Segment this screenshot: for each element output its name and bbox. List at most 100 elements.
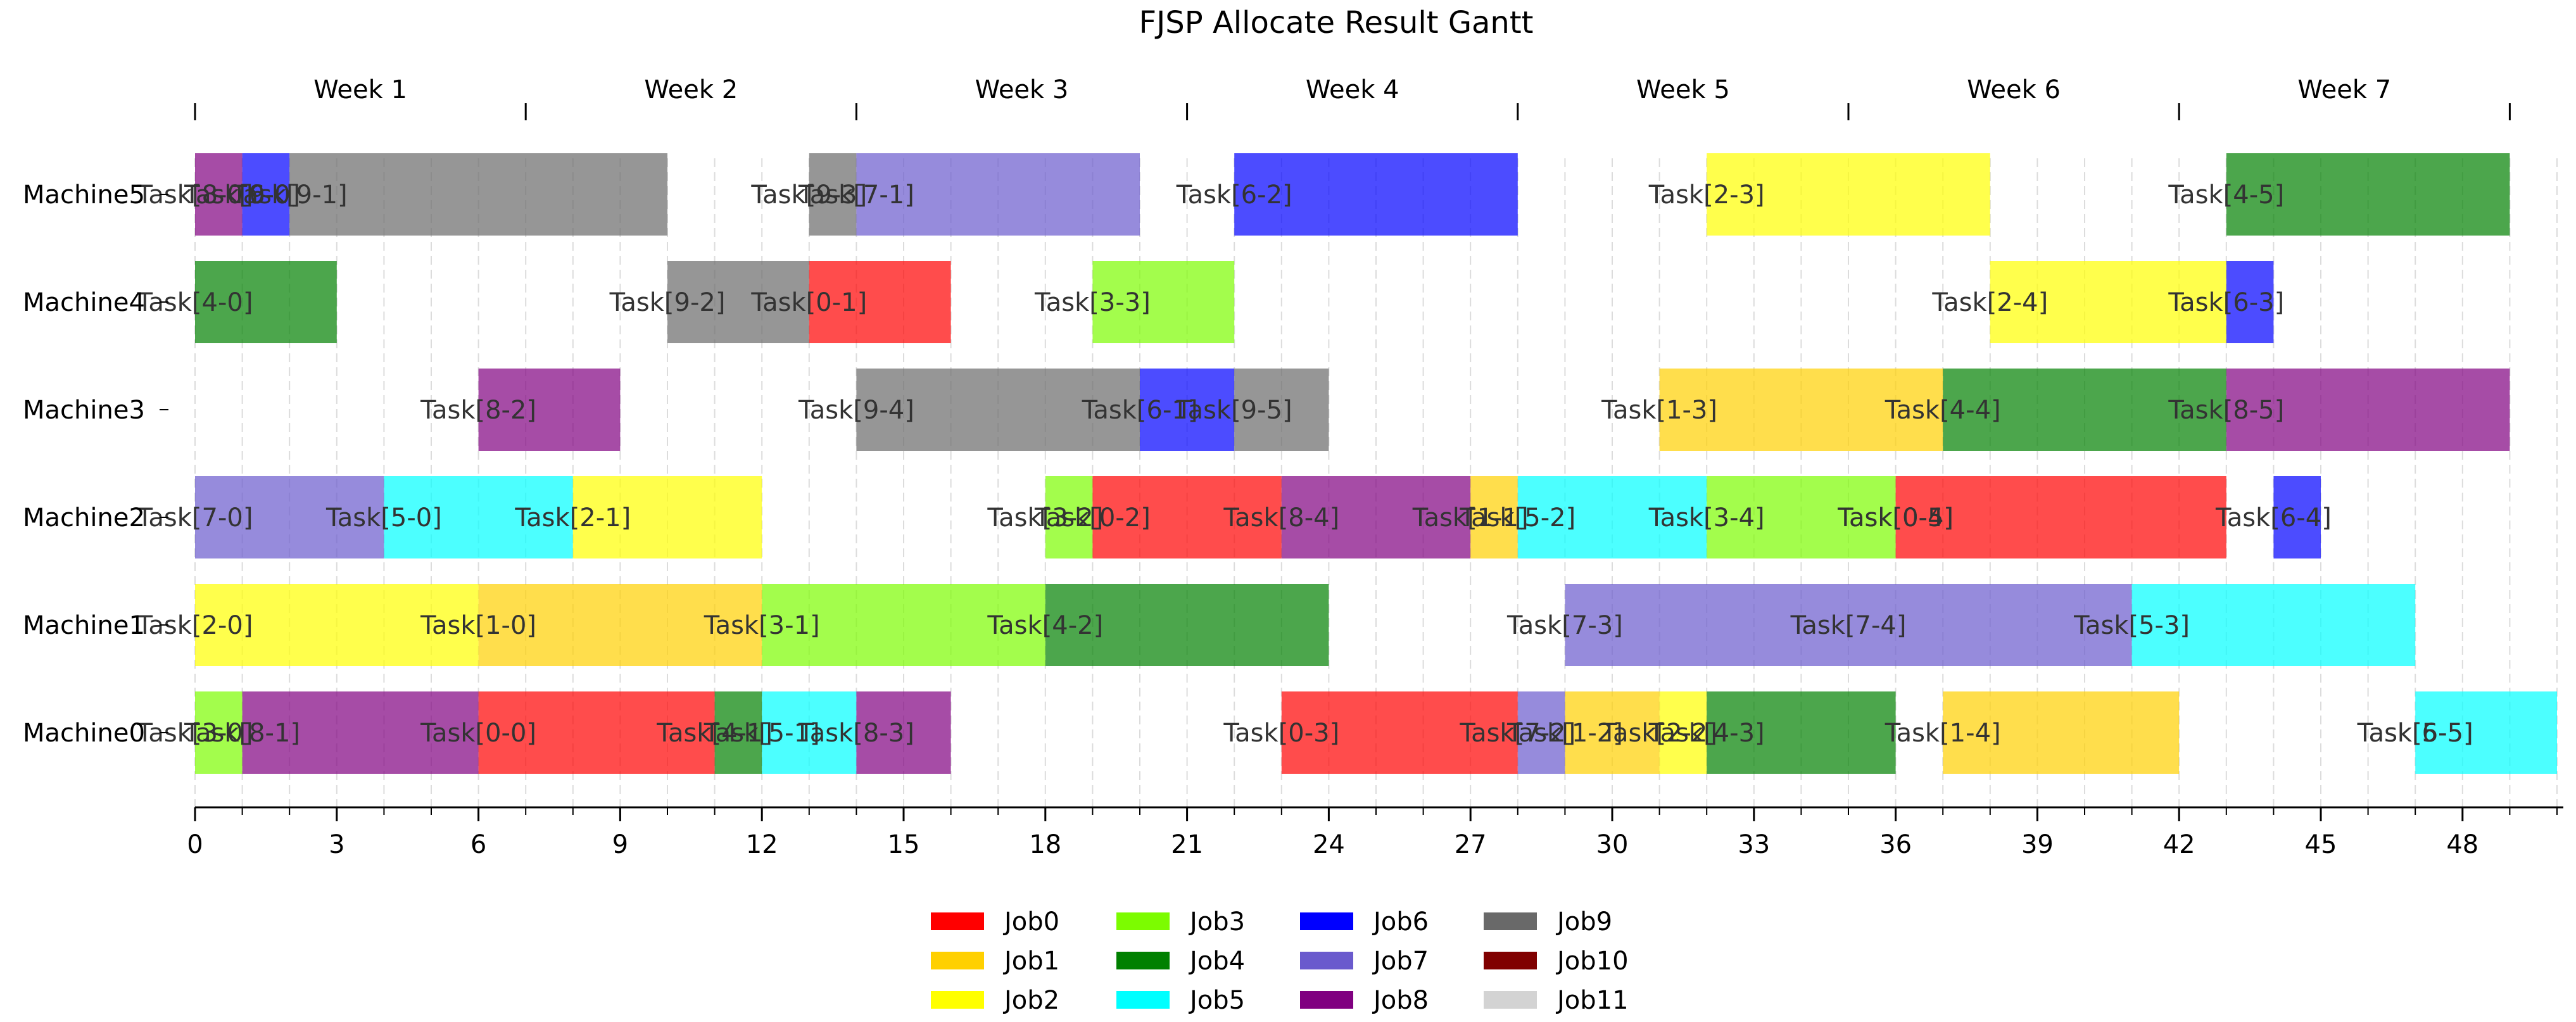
task-label: Task[3-3]: [1034, 288, 1151, 317]
task-label: Task[7-1]: [798, 180, 914, 210]
task-label: Task[9-0]: [184, 180, 300, 210]
x-tick-label: 27: [1455, 830, 1487, 859]
task-label: Task[6-3]: [2168, 288, 2284, 317]
task-label: Task[7-0]: [137, 503, 253, 533]
task-label: Task[0-3]: [1223, 719, 1339, 748]
task-label: Task[4-1]: [656, 719, 773, 748]
task-label: Task[2-2]: [1601, 719, 1717, 748]
x-tick-label: 42: [2163, 830, 2195, 859]
task-bar: [2131, 584, 2416, 666]
legend-label: Job5: [1188, 986, 1245, 1015]
task-label: Task[6-1]: [1082, 396, 1198, 425]
task-bar: [762, 584, 1045, 666]
task-label: Task[0-4]: [1837, 503, 1954, 533]
task-label: Task[5-2]: [1459, 503, 1575, 533]
task-bar: [1517, 691, 1565, 774]
x-tick-label: 18: [1029, 830, 1061, 859]
task-label: Task[8-4]: [1223, 503, 1339, 533]
week-label: Week 5: [1636, 75, 1730, 104]
task-label: Task[7-3]: [1506, 611, 1623, 640]
x-tick-label: 0: [187, 830, 203, 859]
task-bar: [856, 369, 1140, 451]
task-bar: [478, 369, 621, 451]
task-bar: [478, 691, 715, 774]
task-label: Task[8-0]: [137, 180, 253, 210]
task-bar: [809, 153, 857, 236]
legend-swatch: [1484, 912, 1537, 930]
task-label: Task[8-3]: [798, 719, 914, 748]
task-bar: [667, 261, 809, 343]
machine-label: Machine2: [23, 503, 145, 533]
x-tick-label: 30: [1596, 830, 1629, 859]
task-bar: [2273, 476, 2321, 558]
task-label: Task[8-2]: [420, 396, 536, 425]
legend-swatch: [931, 912, 984, 930]
task-label: Task[5-5]: [2357, 719, 2473, 748]
legend-swatch: [931, 952, 984, 969]
task-bar: [1092, 476, 1282, 558]
task-label: Task[7-2]: [1459, 719, 1575, 748]
machine-label: Machine5: [23, 180, 145, 210]
task-bar: [2226, 369, 2510, 451]
task-label: Task[2-0]: [137, 611, 253, 640]
legend-label: Job11: [1555, 986, 1629, 1015]
legend-label: Job4: [1188, 947, 1245, 976]
task-bar: [714, 691, 762, 774]
task-label: Task[2-3]: [1648, 180, 1765, 210]
x-tick-label: 45: [2305, 830, 2337, 859]
task-label: Task[2-4]: [1931, 288, 2048, 317]
legend-swatch: [1116, 952, 1170, 969]
x-tick-label: 36: [1879, 830, 1912, 859]
task-bar: [384, 476, 573, 558]
task-bar: [1943, 691, 2180, 774]
task-bar: [856, 153, 1140, 236]
legend-label: Job7: [1372, 947, 1429, 976]
x-tick-label: 33: [1738, 830, 1770, 859]
legend-swatch: [1300, 991, 1353, 1009]
task-bar: [1659, 369, 1943, 451]
task-bar: [809, 261, 951, 343]
task-bar: [762, 691, 857, 774]
legend-label: Job2: [1002, 986, 1059, 1015]
legend-swatch: [1116, 912, 1170, 930]
task-label: Task[9-2]: [609, 288, 726, 317]
task-bar: [1565, 691, 1660, 774]
task-bar: [1470, 476, 1518, 558]
task-label: Task[6-5]: [2357, 719, 2473, 748]
task-bar: [1707, 153, 1990, 236]
task-label: Task[4-2]: [987, 611, 1103, 640]
task-bar: [1281, 476, 1471, 558]
task-bar: [1281, 691, 1518, 774]
task-label: Task[4-4]: [1885, 396, 2001, 425]
task-label: Task[5-1]: [704, 719, 820, 748]
task-label: Task[7-4]: [1790, 611, 1907, 640]
task-bar: [1707, 691, 1896, 774]
x-tick-label: 21: [1171, 830, 1203, 859]
task-label: Task[6-0]: [184, 180, 300, 210]
task-bar: [195, 476, 384, 558]
task-label: Task[3-2]: [987, 503, 1103, 533]
task-bar: [195, 584, 479, 666]
machine-label: Machine4: [23, 288, 145, 317]
legend-label: Job3: [1188, 907, 1245, 937]
task-label: Task[1-3]: [1601, 396, 1717, 425]
task-bars: Task[8-0]Task[6-0]Task[9-0]Task[9-1] Task…: [137, 153, 2557, 774]
task-label: Task[8-1]: [184, 719, 300, 748]
task-label: Task[1-0]: [420, 611, 536, 640]
week-label: Week 3: [975, 75, 1069, 104]
legend-label: Job6: [1372, 907, 1429, 937]
task-label: Task[9-4]: [798, 396, 914, 425]
legend-swatch: [1116, 991, 1170, 1009]
task-label: Task[0-1]: [750, 288, 867, 317]
x-tick-label: 9: [612, 830, 628, 859]
task-bar: [195, 261, 337, 343]
week-label: Week 4: [1306, 75, 1399, 104]
legend-label: Job9: [1555, 907, 1612, 937]
task-bar: [1565, 584, 1848, 666]
x-axis: 0 3 6 9 12 15 18 21 24 27 30 33 36 39 42 45 48: [187, 806, 2563, 859]
task-label: Task[1-2]: [1506, 719, 1623, 748]
x-tick-label: 6: [470, 830, 486, 859]
task-bar: [1895, 476, 2226, 558]
task-label: Task[6-2]: [1176, 180, 1292, 210]
